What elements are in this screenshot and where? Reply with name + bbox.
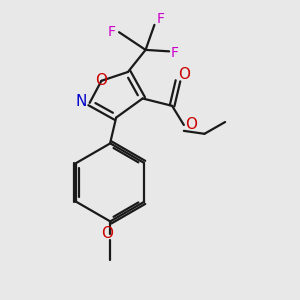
Text: O: O <box>95 73 107 88</box>
Text: O: O <box>185 118 197 133</box>
Text: F: F <box>156 12 164 26</box>
Text: F: F <box>108 25 116 39</box>
Text: O: O <box>101 226 113 242</box>
Text: O: O <box>178 68 190 82</box>
Text: F: F <box>171 46 179 60</box>
Text: N: N <box>75 94 86 109</box>
